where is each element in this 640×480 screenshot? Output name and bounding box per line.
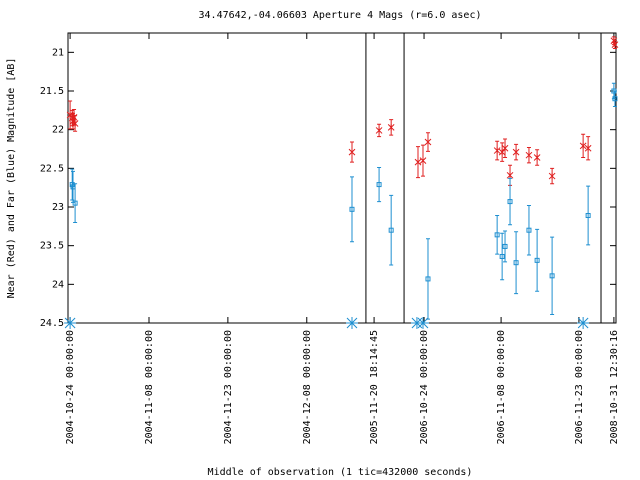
point xyxy=(507,199,513,205)
point xyxy=(419,157,427,164)
point xyxy=(548,172,556,180)
point xyxy=(577,317,590,329)
y-tick-label: 22 xyxy=(52,125,64,136)
y-tick-label: 22.5 xyxy=(40,163,64,174)
point xyxy=(345,317,358,329)
x-tick-label: 2004-12-08 00:00:00 xyxy=(302,330,313,444)
point xyxy=(585,213,591,219)
point xyxy=(499,253,505,259)
point xyxy=(549,273,555,279)
point xyxy=(376,182,382,188)
point xyxy=(414,158,422,166)
error-bar xyxy=(514,231,519,295)
point xyxy=(513,260,519,266)
plot-frame xyxy=(67,32,617,324)
error-bar xyxy=(495,215,500,255)
point xyxy=(494,232,500,238)
error-bar xyxy=(508,177,513,226)
x-tick-label: 2006-11-23 00:00:00 xyxy=(574,330,585,444)
point xyxy=(502,243,508,249)
x-tick-label: 2006-11-08 00:00:00 xyxy=(496,330,507,444)
error-bar xyxy=(612,90,617,107)
point xyxy=(584,144,592,152)
y-tick-label: 24.5 xyxy=(40,318,64,329)
error-bar xyxy=(535,228,540,292)
point xyxy=(64,317,77,329)
point xyxy=(525,151,533,159)
point xyxy=(501,144,509,152)
point xyxy=(410,317,423,329)
point xyxy=(506,171,514,179)
point xyxy=(387,123,395,131)
x-tick-label: 2008-10-31 12:30:16 xyxy=(609,330,620,444)
y-tick-label: 23.5 xyxy=(40,241,64,252)
x-axis-label: Middle of observation (1 tic=432000 seco… xyxy=(208,467,473,478)
point xyxy=(375,127,383,134)
point xyxy=(534,257,540,263)
y-axis-label: Near (Red) and Far (Blue) Magnitude [AB] xyxy=(6,58,17,299)
chart-title: 34.47642,-04.06603 Aperture 4 Mags (r=6.… xyxy=(199,10,482,21)
point xyxy=(526,227,532,233)
point xyxy=(71,120,79,127)
error-bar xyxy=(503,230,508,263)
point xyxy=(348,148,356,156)
point xyxy=(493,147,501,154)
point xyxy=(349,206,355,212)
point xyxy=(612,96,618,102)
x-tick-label: 2006-10-24 00:00:00 xyxy=(419,330,430,444)
x-tick-label: 2004-10-24 00:00:00 xyxy=(65,330,76,444)
error-bar xyxy=(586,185,591,246)
error-bar xyxy=(500,232,505,281)
point xyxy=(533,154,541,161)
point xyxy=(416,317,429,329)
point xyxy=(424,138,432,146)
error-bar xyxy=(526,204,531,256)
error-bar xyxy=(377,167,382,203)
point xyxy=(579,142,587,150)
x-tick-label: 2004-11-23 00:00:00 xyxy=(223,330,234,444)
point xyxy=(72,200,78,206)
error-bar xyxy=(349,176,354,243)
y-tick-label: 23 xyxy=(52,202,64,213)
point xyxy=(425,276,431,282)
error-bar xyxy=(73,183,78,223)
y-tick-label: 21 xyxy=(52,47,64,58)
error-bar xyxy=(389,194,394,266)
point xyxy=(512,148,520,156)
point xyxy=(498,148,506,156)
y-tick-label: 24 xyxy=(52,279,64,290)
point xyxy=(388,227,394,233)
error-bar xyxy=(550,236,555,315)
point xyxy=(611,41,619,48)
x-tick-label: 2004-11-08 00:00:00 xyxy=(144,330,155,444)
x-tick-label: 2005-11-20 18:14:45 xyxy=(369,330,380,444)
y-tick-label: 21.5 xyxy=(40,86,64,97)
